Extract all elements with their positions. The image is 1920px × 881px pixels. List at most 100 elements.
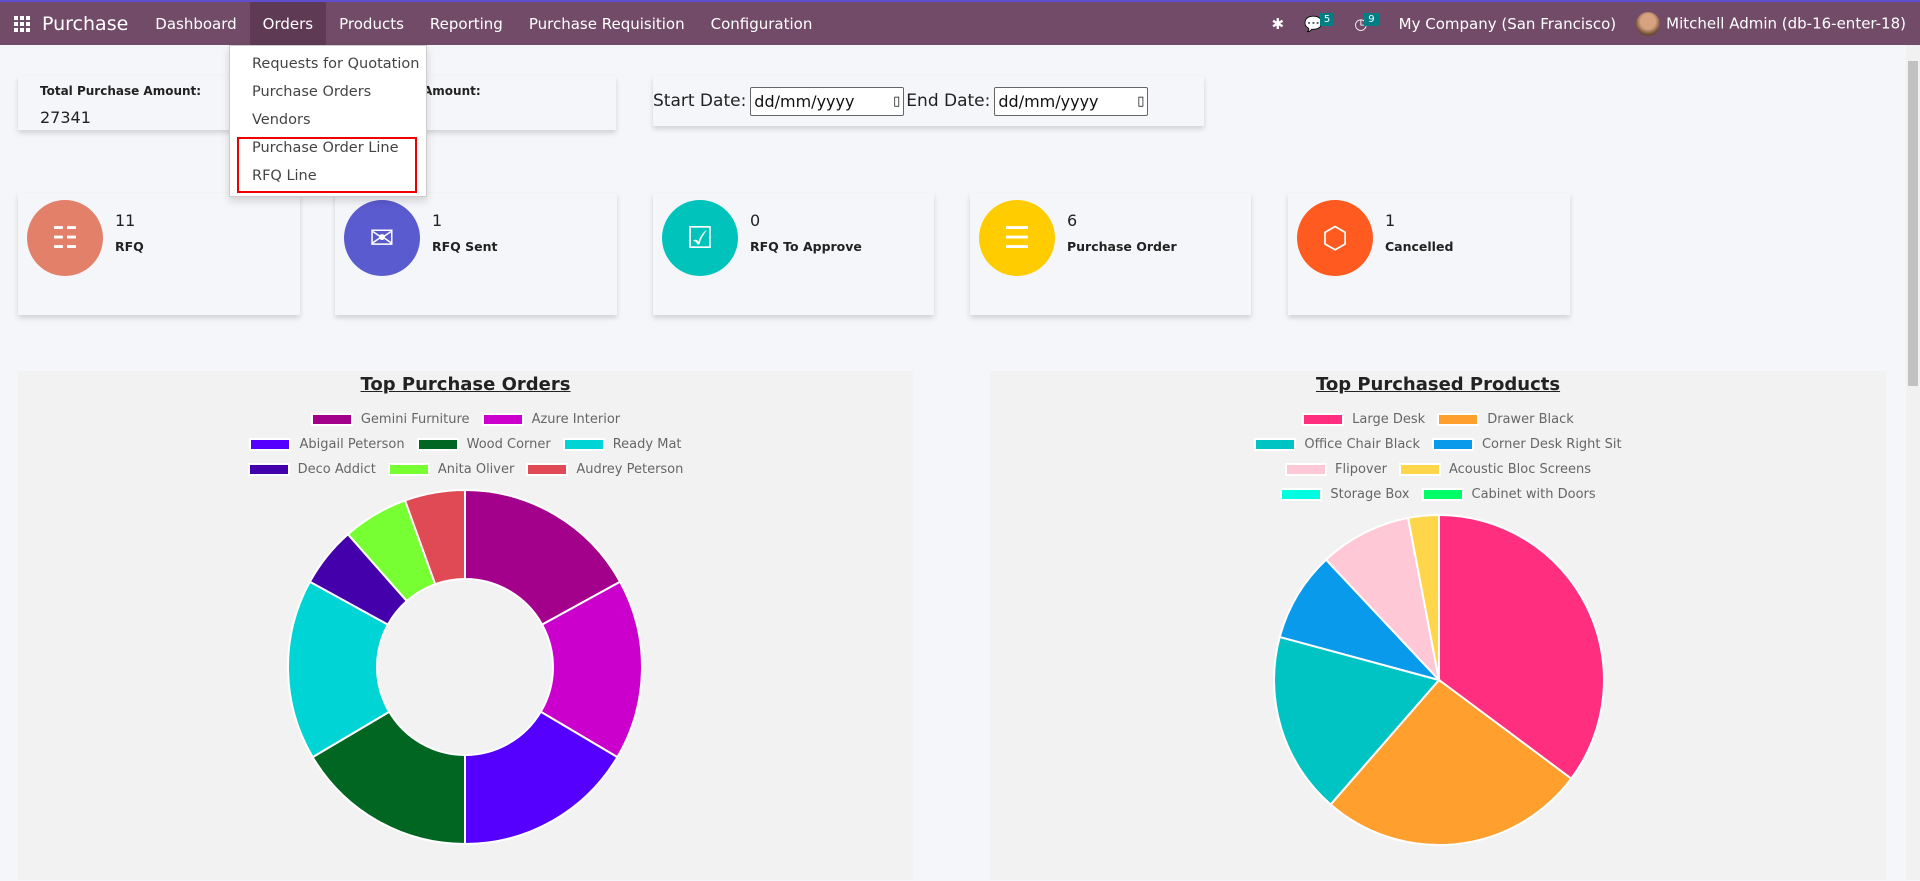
- kpi-label: Purchase Order: [1067, 239, 1177, 254]
- total-purchase-value: 27341: [40, 108, 91, 127]
- slice-wood-corner[interactable]: [311, 710, 466, 846]
- date-filter-card: Start Date: dd/mm/yyyy ▯ End Date: dd/mm/…: [653, 76, 1204, 126]
- chat-icon: 💬: [1304, 14, 1323, 33]
- legend-item[interactable]: Corner Desk Right Sit: [1431, 432, 1622, 457]
- debug-bug-icon[interactable]: ✱: [1271, 14, 1285, 33]
- legend-item[interactable]: Anita Oliver: [387, 457, 515, 482]
- amount-label: Amount:: [423, 84, 481, 98]
- kpi-card-cancelled[interactable]: ⬡ 1 Cancelled: [1288, 193, 1570, 315]
- menu-reporting[interactable]: Reporting: [429, 14, 503, 33]
- legend-item[interactable]: Abigail Peterson: [249, 432, 405, 457]
- scrollbar-thumb[interactable]: [1908, 61, 1918, 386]
- dropdown-item-rfq[interactable]: Requests for Quotation: [252, 56, 420, 72]
- dropdown-item-vendors[interactable]: Vendors: [252, 112, 311, 128]
- legend-label: Anita Oliver: [437, 462, 515, 477]
- kpi-label: RFQ To Approve: [750, 239, 862, 254]
- legend-label: Flipover: [1335, 462, 1387, 477]
- legend-label: Azure Interior: [531, 412, 621, 427]
- legend-swatch: [481, 413, 524, 426]
- dropdown-item-purchase-order-line[interactable]: Purchase Order Line: [252, 140, 399, 156]
- start-date-label: Start Date:: [653, 91, 747, 111]
- menu-products[interactable]: Products: [339, 14, 404, 33]
- chart-title: Top Purchased Products: [1315, 374, 1561, 395]
- kpi-card-rfq-sent[interactable]: ✉ 1 RFQ Sent: [335, 193, 617, 315]
- top-purchase-orders-chart: Top Purchase Orders Gemini Furniture Azur…: [18, 371, 913, 880]
- legend-swatch: [562, 438, 605, 451]
- orders-dropdown: Requests for Quotation Purchase Orders V…: [229, 45, 427, 197]
- approve-document-icon: ☑: [662, 200, 738, 276]
- legend-label: Gemini Furniture: [360, 412, 470, 427]
- kpi-value: 6: [1067, 211, 1078, 230]
- legend-swatch: [310, 413, 353, 426]
- messages-button[interactable]: 💬5: [1304, 12, 1335, 33]
- legend-swatch: [249, 438, 292, 451]
- start-date-input[interactable]: dd/mm/yyyy ▯: [750, 86, 905, 116]
- legend-swatch: [1302, 413, 1345, 426]
- legend-item[interactable]: Storage Box: [1280, 482, 1410, 507]
- user-menu[interactable]: Mitchell Admin (db-16-enter-18): [1636, 11, 1906, 36]
- slice-gemini-furniture[interactable]: [464, 488, 622, 626]
- legend-item[interactable]: Drawer Black: [1437, 407, 1574, 432]
- highlight-box: [237, 137, 417, 193]
- legend-item[interactable]: Wood Corner: [416, 432, 551, 457]
- kpi-label: RFQ: [115, 239, 144, 254]
- legend-item[interactable]: Large Desk: [1302, 407, 1425, 432]
- kpi-value: 0: [750, 211, 761, 230]
- clock-icon: ◷: [1354, 14, 1368, 33]
- chart-legend: Gemini Furniture Azure Interior Abigail Pe…: [236, 407, 696, 482]
- calendar-icon[interactable]: ▯: [1137, 93, 1145, 109]
- legend-item[interactable]: Acoustic Bloc Screens: [1398, 457, 1591, 482]
- slice-abigail-peterson[interactable]: [464, 710, 619, 846]
- kpi-card-rfq[interactable]: ☷ 11 RFQ: [18, 193, 300, 315]
- menu-configuration[interactable]: Configuration: [710, 14, 813, 33]
- kpi-card-rfq-to-approve[interactable]: ☑ 0 RFQ To Approve: [653, 193, 934, 315]
- slice-ready-mat[interactable]: [287, 580, 391, 759]
- slice-audrey-peterson[interactable]: [403, 488, 466, 586]
- menu-purchase-requisition[interactable]: Purchase Requisition: [528, 14, 685, 33]
- legend-item[interactable]: Office Chair Black: [1254, 432, 1420, 457]
- messages-badge: 5: [1319, 12, 1335, 26]
- calendar-icon[interactable]: ▯: [893, 93, 901, 109]
- activities-button[interactable]: ◷9: [1354, 12, 1379, 33]
- slice-flipover[interactable]: [1324, 516, 1441, 684]
- slice-office-chair-black[interactable]: [1273, 635, 1441, 806]
- legend-label: Drawer Black: [1487, 412, 1574, 427]
- app-name[interactable]: Purchase: [42, 12, 129, 35]
- pie-chart: [1273, 513, 1605, 846]
- company-switcher[interactable]: My Company (San Francisco): [1398, 14, 1617, 33]
- total-purchase-label: Total Purchase Amount:: [40, 84, 202, 98]
- legend-label: Deco Addict: [297, 462, 376, 477]
- scrollbar[interactable]: [1906, 45, 1920, 880]
- slice-drawer-black[interactable]: [1329, 678, 1573, 846]
- legend-item[interactable]: Flipover: [1285, 457, 1387, 482]
- slice-acoustic-bloc-screens[interactable]: [1406, 513, 1440, 681]
- kpi-label: RFQ Sent: [432, 239, 498, 254]
- kpi-label: Cancelled: [1385, 239, 1454, 254]
- slice-large-desk[interactable]: [1438, 513, 1605, 781]
- legend-swatch: [1437, 413, 1480, 426]
- legend-item[interactable]: Deco Addict: [247, 457, 376, 482]
- dropdown-item-purchase-orders[interactable]: Purchase Orders: [252, 84, 372, 100]
- rfq-document-icon: ☷: [27, 200, 103, 276]
- legend-swatch: [1421, 488, 1464, 501]
- dropdown-item-rfq-line[interactable]: RFQ Line: [252, 168, 317, 184]
- end-date-input[interactable]: dd/mm/yyyy ▯: [994, 86, 1149, 116]
- legend-item[interactable]: Audrey Peterson: [526, 457, 683, 482]
- slice-azure-interior[interactable]: [539, 580, 643, 759]
- end-date-label: End Date:: [906, 91, 991, 111]
- envelope-icon: ✉: [344, 200, 420, 276]
- top-navbar: Purchase Dashboard Orders Products Repor…: [0, 0, 1920, 45]
- legend-item[interactable]: Gemini Furniture: [310, 407, 470, 432]
- start-date-placeholder: dd/mm/yyyy: [754, 91, 855, 111]
- app-grid-icon[interactable]: [14, 15, 30, 32]
- kpi-card-purchase-order[interactable]: ☰ 6 Purchase Order: [970, 193, 1251, 315]
- legend-swatch: [416, 438, 459, 451]
- menu-dashboard[interactable]: Dashboard: [155, 14, 237, 33]
- legend-label: Storage Box: [1330, 487, 1410, 502]
- legend-swatch: [526, 463, 569, 476]
- legend-item[interactable]: Azure Interior: [481, 407, 621, 432]
- slice-corner-desk-right-sit[interactable]: [1278, 558, 1443, 682]
- menu-orders[interactable]: Orders: [249, 2, 327, 45]
- legend-item[interactable]: Cabinet with Doors: [1421, 482, 1596, 507]
- legend-item[interactable]: Ready Mat: [562, 432, 682, 457]
